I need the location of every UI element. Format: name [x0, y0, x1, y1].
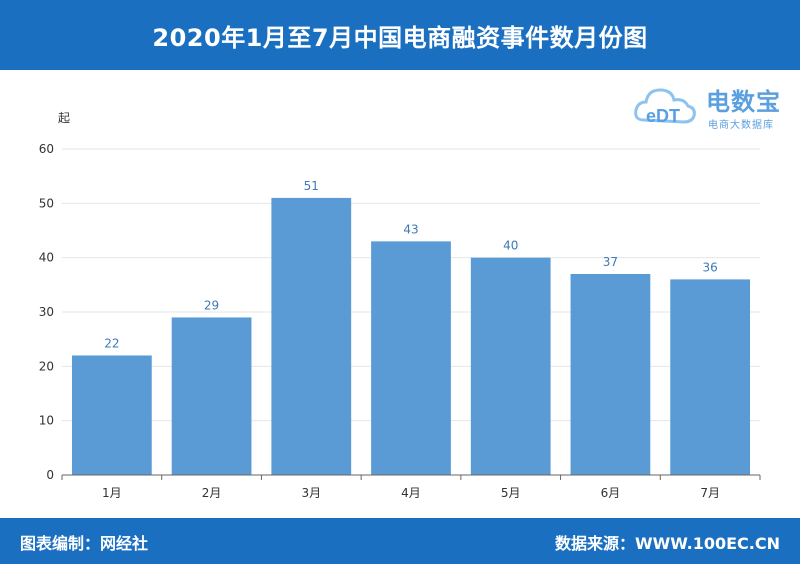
- y-tick-label: 20: [39, 359, 54, 373]
- y-tick-label: 30: [39, 305, 54, 319]
- bar: [470, 257, 551, 475]
- cloud-logo-icon: eDT: [634, 88, 696, 126]
- bar: [171, 317, 252, 475]
- x-tick-label: 6月: [601, 486, 621, 500]
- y-axis-ticks: 0 10 20 30 40 50 60: [39, 142, 54, 482]
- data-label: 36: [703, 260, 718, 274]
- data-label: 37: [603, 255, 618, 269]
- x-axis-ticks: 1月 2月 3月 4月 5月 6月 7月: [61, 475, 761, 500]
- data-label: 22: [104, 336, 119, 350]
- chart-title: 2020年1月至7月中国电商融资事件数月份图: [152, 23, 648, 52]
- footer-source: 数据来源：WWW.100EC.CN: [554, 534, 780, 553]
- bar: [570, 273, 651, 475]
- logo-name: 电数宝: [706, 88, 781, 116]
- x-tick-label: 5月: [501, 486, 521, 500]
- x-tick-label: 1月: [102, 486, 122, 500]
- bar: [670, 279, 751, 475]
- y-tick-label: 10: [39, 414, 54, 428]
- y-tick-label: 40: [39, 251, 54, 265]
- y-tick-label: 50: [39, 196, 54, 210]
- data-label: 43: [403, 222, 418, 236]
- chart-footer: 图表编制：网经社 数据来源：WWW.100EC.CN: [0, 518, 800, 564]
- chart-header: 2020年1月至7月中国电商融资事件数月份图: [0, 0, 800, 70]
- x-tick-label: 2月: [202, 486, 222, 500]
- data-label: 51: [304, 179, 319, 193]
- data-labels: 22 29 51 43 40 37 36: [104, 179, 718, 351]
- bars: [71, 197, 751, 475]
- y-axis-label: 起: [58, 111, 70, 125]
- bar-chart: 起 0 10 20 30 40 50 60 22 29 51 43 40 37 36 1月 2月 3月 4月 5…: [39, 111, 761, 500]
- footer-credit: 图表编制：网经社: [20, 534, 149, 553]
- data-label: 40: [503, 239, 518, 253]
- x-tick-label: 3月: [301, 486, 321, 500]
- bar: [71, 355, 152, 475]
- y-tick-label: 60: [39, 142, 54, 156]
- y-tick-label: 0: [46, 468, 54, 482]
- bar: [271, 197, 352, 475]
- logo-subtitle: 电商大数据库: [708, 120, 774, 131]
- bar: [371, 241, 451, 475]
- x-tick-label: 4月: [401, 486, 421, 500]
- data-label: 29: [204, 298, 219, 312]
- brand-logo: eDT 电数宝 电商大数据库: [632, 76, 792, 136]
- logo-mark-text: eDT: [646, 106, 680, 126]
- x-tick-label: 7月: [700, 486, 720, 500]
